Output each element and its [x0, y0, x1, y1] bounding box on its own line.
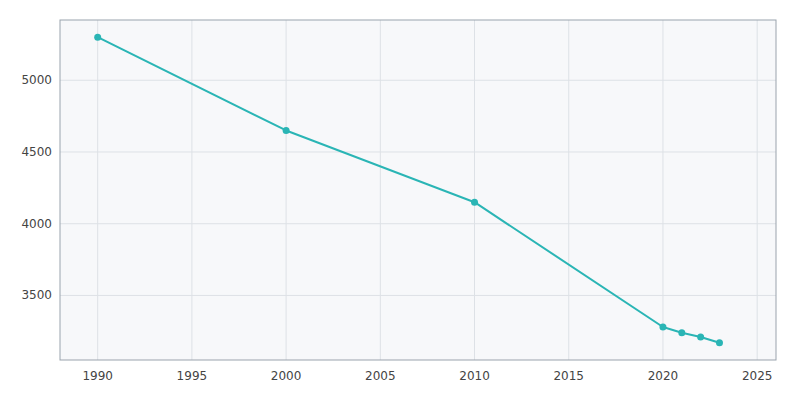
marker [471, 199, 478, 206]
x-tick-label: 2010 [459, 369, 490, 383]
marker [659, 324, 666, 331]
y-tick-label: 4500 [21, 145, 52, 159]
x-tick-label: 2005 [365, 369, 396, 383]
plot-area [60, 20, 776, 360]
grid-line-x [568, 20, 569, 360]
chart-container: 1990 1995 2000 2005 2010 2015 2020 2025 3500 4000… [0, 0, 800, 400]
grid-line-x [191, 20, 192, 360]
grid-line-x [662, 20, 663, 360]
plot-frame [60, 20, 776, 360]
tick-labels: 1990 1995 2000 2005 2010 2015 2020 2025 3500 4000… [21, 73, 772, 383]
y-tick-label: 3500 [21, 288, 52, 302]
grid-line-y [60, 223, 776, 224]
marker [678, 329, 685, 336]
marker [283, 127, 290, 134]
grid-line-y [60, 151, 776, 152]
x-tick-label: 2025 [742, 369, 773, 383]
series [94, 34, 723, 347]
line [98, 37, 720, 343]
grid-line-x [474, 20, 475, 360]
x-tick-label: 2000 [271, 369, 302, 383]
grid-line-x [97, 20, 98, 360]
marker [94, 34, 101, 41]
x-tick-label: 1995 [177, 369, 208, 383]
y-tick-label: 4000 [21, 217, 52, 231]
grid [60, 20, 776, 360]
x-tick-label: 1990 [82, 369, 113, 383]
grid-line-y [60, 80, 776, 81]
marker [716, 339, 723, 346]
x-tick-label: 2015 [553, 369, 584, 383]
grid-line-x [380, 20, 381, 360]
grid-line-y [60, 295, 776, 296]
chart: 1990 1995 2000 2005 2010 2015 2020 2025 3500 4000… [0, 0, 800, 400]
x-tick-label: 2020 [648, 369, 679, 383]
grid-line-x [757, 20, 758, 360]
grid-line-x [286, 20, 287, 360]
marker [697, 334, 704, 341]
page: {"chart_data": {"type": "line", "x": [19… [0, 0, 800, 400]
y-tick-label: 5000 [21, 73, 52, 87]
